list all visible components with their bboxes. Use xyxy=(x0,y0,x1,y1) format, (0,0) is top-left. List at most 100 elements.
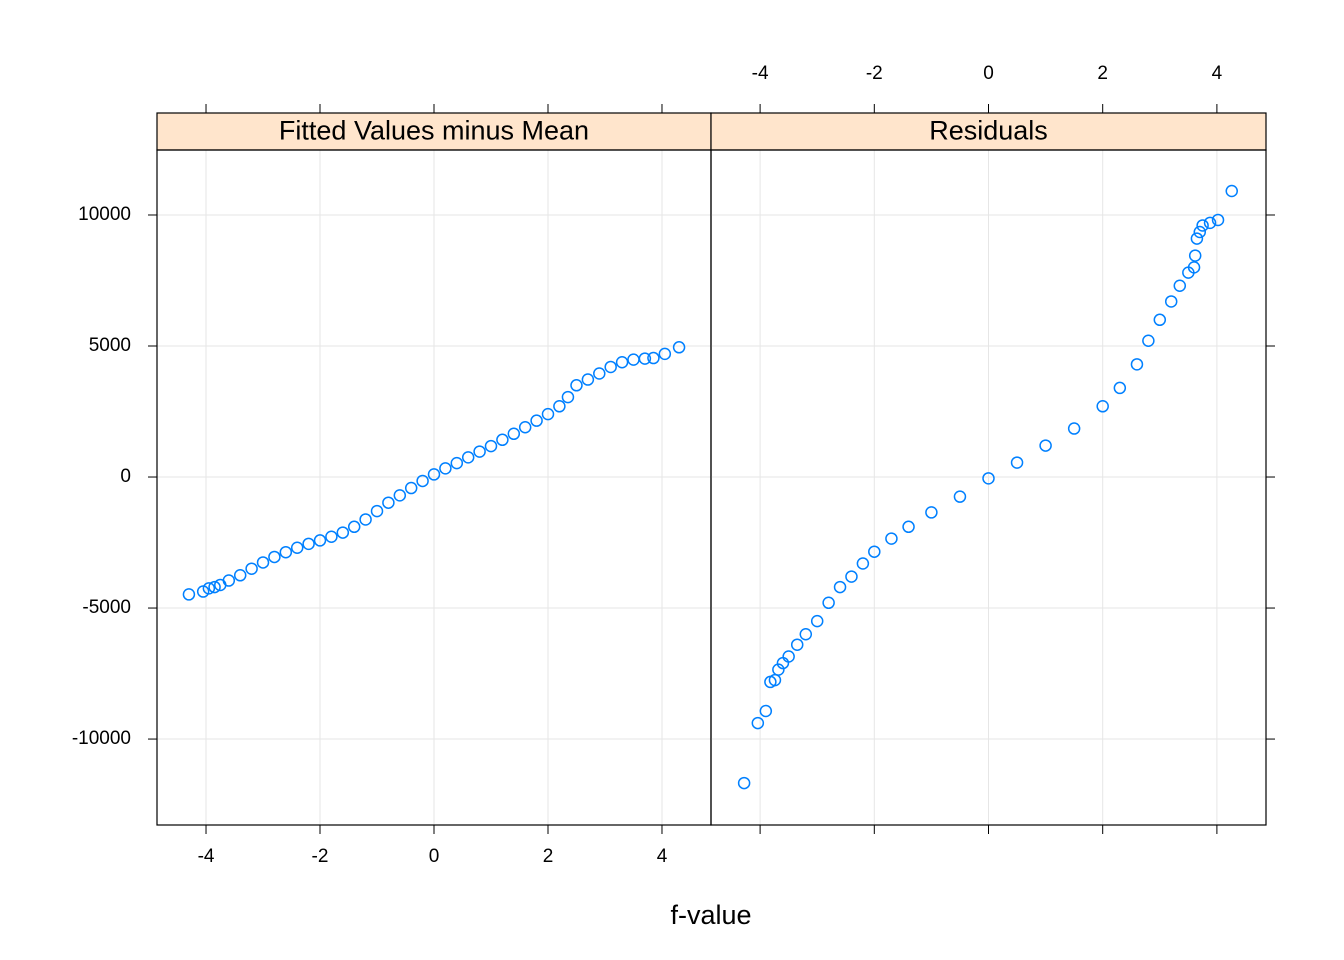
point xyxy=(1188,249,1202,262)
x-tick-label: 4 xyxy=(657,846,668,867)
strip-text: Residuals xyxy=(929,116,1048,146)
point xyxy=(1142,334,1155,348)
point xyxy=(450,456,464,470)
point xyxy=(530,414,543,427)
point xyxy=(799,627,813,641)
y-tick-label: 0 xyxy=(120,466,131,487)
x-tick-label: 2 xyxy=(543,846,554,867)
point xyxy=(1211,213,1225,227)
point xyxy=(404,481,418,495)
point xyxy=(627,353,640,366)
point xyxy=(496,433,509,447)
point xyxy=(427,468,441,481)
y-tick-label: -10000 xyxy=(72,728,131,749)
point xyxy=(256,556,270,569)
point xyxy=(1173,279,1187,292)
point xyxy=(1130,358,1144,371)
point xyxy=(593,367,606,380)
point xyxy=(359,513,372,526)
x-axis-label: f-value xyxy=(670,900,751,930)
point xyxy=(370,504,384,518)
point xyxy=(638,352,652,365)
point xyxy=(1153,313,1167,327)
point xyxy=(268,550,281,564)
point xyxy=(561,390,575,404)
point xyxy=(473,445,486,458)
point xyxy=(182,588,196,601)
point xyxy=(822,596,835,610)
point xyxy=(484,439,498,453)
point xyxy=(1164,295,1178,308)
point xyxy=(615,355,629,369)
point xyxy=(1225,184,1238,198)
point xyxy=(856,557,870,570)
strip-text: Fitted Values minus Mean xyxy=(279,116,589,146)
point xyxy=(1067,422,1081,435)
point xyxy=(507,427,521,441)
point xyxy=(647,351,660,365)
point xyxy=(325,530,338,544)
point xyxy=(461,451,475,464)
point xyxy=(772,663,785,676)
point xyxy=(439,462,452,475)
point xyxy=(782,650,795,663)
x-tick-label: 4 xyxy=(1212,63,1223,84)
point xyxy=(658,347,672,361)
panel-border xyxy=(710,149,1267,826)
x-tick-label: 2 xyxy=(1097,63,1108,84)
point xyxy=(382,496,395,509)
point xyxy=(1193,225,1207,239)
point xyxy=(233,569,247,582)
point xyxy=(336,526,350,539)
point xyxy=(902,520,915,534)
point xyxy=(302,537,315,551)
point xyxy=(347,520,361,534)
point xyxy=(833,580,847,594)
point xyxy=(604,360,617,374)
point xyxy=(759,704,773,718)
point xyxy=(202,582,216,595)
strip xyxy=(710,112,1267,151)
point xyxy=(279,545,293,559)
x-tick-label: -2 xyxy=(866,63,883,84)
point xyxy=(222,574,236,587)
x-tick-label: -4 xyxy=(752,63,769,84)
point xyxy=(518,420,532,434)
point xyxy=(541,407,555,421)
x-tick-label: 0 xyxy=(983,63,994,84)
point xyxy=(1190,232,1204,245)
point xyxy=(1203,216,1217,230)
point xyxy=(393,489,407,502)
point xyxy=(570,379,583,392)
point xyxy=(790,638,804,651)
point xyxy=(982,472,995,485)
point xyxy=(1096,400,1109,413)
y-tick-label: -5000 xyxy=(82,597,131,618)
point xyxy=(313,534,327,547)
point xyxy=(953,490,967,503)
point xyxy=(1010,456,1024,469)
point xyxy=(751,716,765,730)
point xyxy=(810,614,824,628)
point xyxy=(208,580,221,594)
point xyxy=(925,506,938,519)
point xyxy=(868,545,881,558)
point xyxy=(845,570,858,583)
point xyxy=(290,541,304,555)
x-tick-label: -2 xyxy=(312,846,329,867)
point xyxy=(737,776,751,790)
point xyxy=(416,474,429,488)
point xyxy=(885,532,898,545)
point xyxy=(1196,219,1209,232)
y-tick-label: 5000 xyxy=(89,335,131,356)
point xyxy=(245,562,258,575)
x-tick-label: -4 xyxy=(198,846,215,867)
point xyxy=(672,341,686,354)
x-tick-label: 0 xyxy=(429,846,440,867)
strip xyxy=(156,112,712,151)
y-tick-label: 10000 xyxy=(78,204,131,225)
point xyxy=(1187,261,1201,274)
point xyxy=(1113,381,1127,395)
point xyxy=(1039,439,1052,452)
